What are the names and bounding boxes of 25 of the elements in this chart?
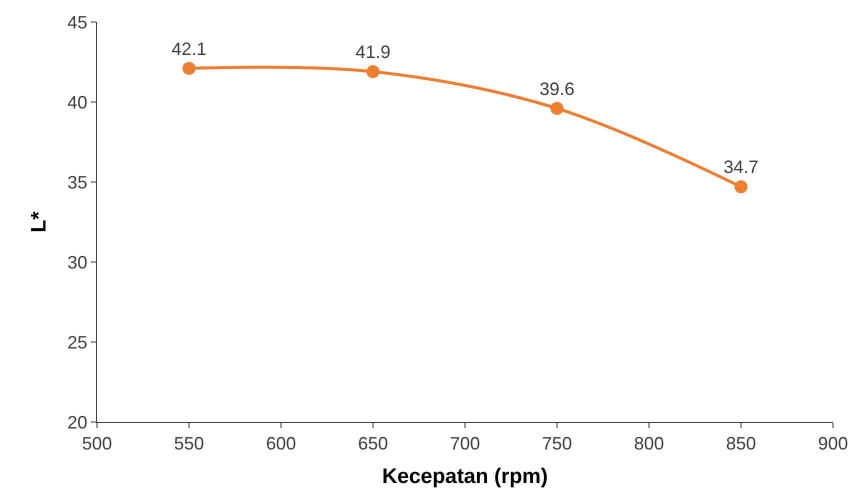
y-tick-label: 25 (67, 332, 88, 352)
x-tick-label: 500 (82, 434, 112, 454)
x-tick-label: 600 (266, 434, 296, 454)
x-tick-label: 700 (450, 434, 480, 454)
data-label: 34.7 (723, 157, 759, 178)
data-label: 42.1 (171, 38, 207, 59)
x-tick-label: 750 (542, 434, 572, 454)
x-tick-label: 650 (358, 434, 388, 454)
y-tick-label: 40 (67, 92, 88, 112)
y-axis-title: L* (28, 210, 51, 232)
data-label: 39.6 (539, 78, 575, 99)
point (366, 65, 380, 78)
y-tick-label: 20 (67, 412, 88, 432)
x-tick-label: 900 (818, 434, 848, 454)
y-tick-label: 45 (67, 12, 88, 32)
point (550, 102, 564, 115)
x-axis-title: Kecepatan (rpm) (382, 464, 548, 488)
x-tick-label: 850 (726, 434, 756, 454)
x-tick-label: 550 (174, 434, 204, 454)
y-tick-label: 35 (67, 172, 88, 192)
x-tick-label: 800 (634, 434, 664, 454)
y-tick-label: 30 (67, 252, 88, 272)
point (734, 180, 748, 194)
point (182, 62, 196, 75)
data-label: 41.9 (355, 42, 391, 62)
